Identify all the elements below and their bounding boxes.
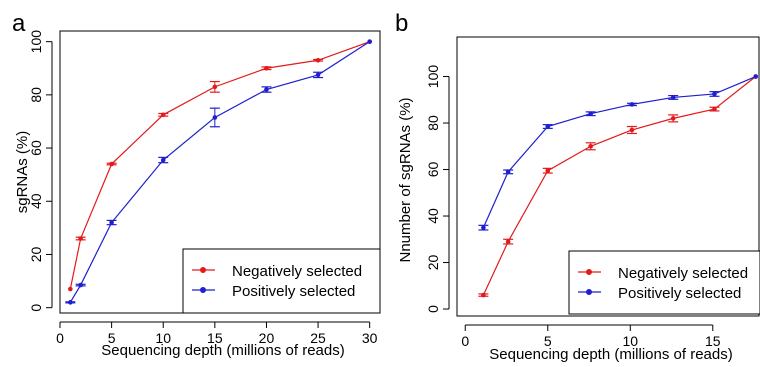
legend-label-positive-a: Positively selected <box>232 283 355 300</box>
data-point-positive-a <box>78 282 83 288</box>
data-point-negative-a <box>78 236 83 241</box>
y-tick-label-b: 80 <box>425 115 441 131</box>
data-point-positive-a <box>315 72 321 78</box>
x-tick-label-b: 5 <box>544 333 552 349</box>
x-axis-label-a: Sequencing depth (millions of reads) <box>101 342 344 359</box>
data-point-negative-a <box>212 84 218 90</box>
data-point-negative-b <box>505 239 511 244</box>
y-tick-label-b: 100 <box>425 65 441 89</box>
legend-box-a <box>182 248 381 314</box>
x-tick-label-b: 10 <box>622 333 638 349</box>
plot-frame-b <box>456 36 760 317</box>
panel-label-a: a <box>12 10 26 37</box>
y-tick-label-a: 100 <box>28 30 44 54</box>
x-axis-label-b: Sequencing depth (millions of reads) <box>489 346 732 363</box>
y-tick-label-a: 0 <box>28 304 44 312</box>
legend-label-negative-b: Negatively selected <box>618 265 748 282</box>
data-point-negative-a <box>264 65 269 71</box>
y-tick-label-a: 20 <box>28 246 44 262</box>
panel-a: a 0 5 10 15 20 25 30 0 20 40 60 80 100 Sequencing de… <box>12 10 381 359</box>
data-point-negative-a <box>160 112 166 118</box>
panel-b: b 0 5 10 15 0 20 40 60 80 100 Sequencing depth (m… <box>395 10 760 363</box>
x-tick-label-a: 25 <box>310 330 326 346</box>
y-tick-label-b: 20 <box>425 255 441 271</box>
data-point-positive-b <box>629 102 635 107</box>
data-point-positive-a <box>160 157 166 163</box>
y-tick-label-b: 0 <box>425 305 441 313</box>
data-point-positive-b <box>670 95 676 100</box>
legend-box-b <box>568 250 760 315</box>
data-point-negative-b <box>712 106 717 112</box>
x-tick-label-a: 15 <box>207 330 223 346</box>
x-tick-label-a: 30 <box>362 330 378 346</box>
data-point-negative-b <box>670 116 676 121</box>
data-point-negative-b <box>629 127 635 133</box>
series-line-positive-a <box>69 41 371 303</box>
panel-label-b: b <box>395 10 408 37</box>
data-point-positive-a <box>264 87 269 92</box>
legend-label-negative-a: Negatively selected <box>232 263 362 280</box>
data-point-positive-b <box>753 74 758 79</box>
data-point-negative-a <box>68 286 73 292</box>
data-point-positive-b <box>505 169 511 175</box>
series-line-negative-a <box>69 41 370 290</box>
axes-b: 0 5 10 15 0 20 40 60 80 100 <box>425 65 721 349</box>
legend-a: Negatively selected Positively selected <box>182 248 381 314</box>
legend-dot-negative-b <box>586 269 592 275</box>
x-tick-label-a: 20 <box>259 330 275 346</box>
data-point-positive-a <box>109 220 114 225</box>
x-tick-label-b: 0 <box>461 333 469 349</box>
data-point-positive-a <box>367 39 372 44</box>
legend-dot-positive-a <box>200 287 206 293</box>
data-point-positive-b <box>545 124 551 129</box>
data-point-negative-a <box>315 57 321 63</box>
y-axis-label-a: sgRNAs (%) <box>14 131 31 214</box>
series-b <box>478 74 758 298</box>
x-tick-label-a: 0 <box>56 330 64 346</box>
x-tick-label-b: 15 <box>705 333 721 349</box>
series-a <box>65 39 372 305</box>
data-point-negative-a <box>109 161 114 167</box>
y-tick-label-a: 40 <box>28 193 44 209</box>
y-tick-label-a: 80 <box>28 87 44 103</box>
data-point-positive-b <box>588 111 593 117</box>
data-point-positive-b <box>481 225 486 230</box>
legend-dot-positive-b <box>586 289 592 295</box>
y-axis-label-b: Nnumber of sgRNAs (%) <box>397 97 414 262</box>
data-point-positive-a <box>68 300 73 305</box>
data-point-negative-b <box>588 143 593 149</box>
legend-dot-negative-a <box>200 267 206 273</box>
data-point-positive-a <box>212 115 218 120</box>
x-tick-label-a: 10 <box>155 330 171 346</box>
data-point-negative-b <box>545 168 551 173</box>
axes-a: 0 5 10 15 20 25 30 0 20 40 60 80 100 <box>28 30 378 346</box>
y-tick-label-b: 60 <box>425 162 441 178</box>
y-tick-label-a: 60 <box>28 140 44 156</box>
y-tick-label-b: 40 <box>425 208 441 224</box>
data-point-positive-b <box>712 91 717 97</box>
series-line-positive-b <box>482 75 756 228</box>
data-point-negative-b <box>481 292 486 298</box>
legend-label-positive-b: Positively selected <box>618 285 741 302</box>
series-line-negative-b <box>482 76 757 296</box>
x-tick-label-a: 5 <box>108 330 116 346</box>
legend-b: Negatively selected Positively selected <box>568 250 760 315</box>
